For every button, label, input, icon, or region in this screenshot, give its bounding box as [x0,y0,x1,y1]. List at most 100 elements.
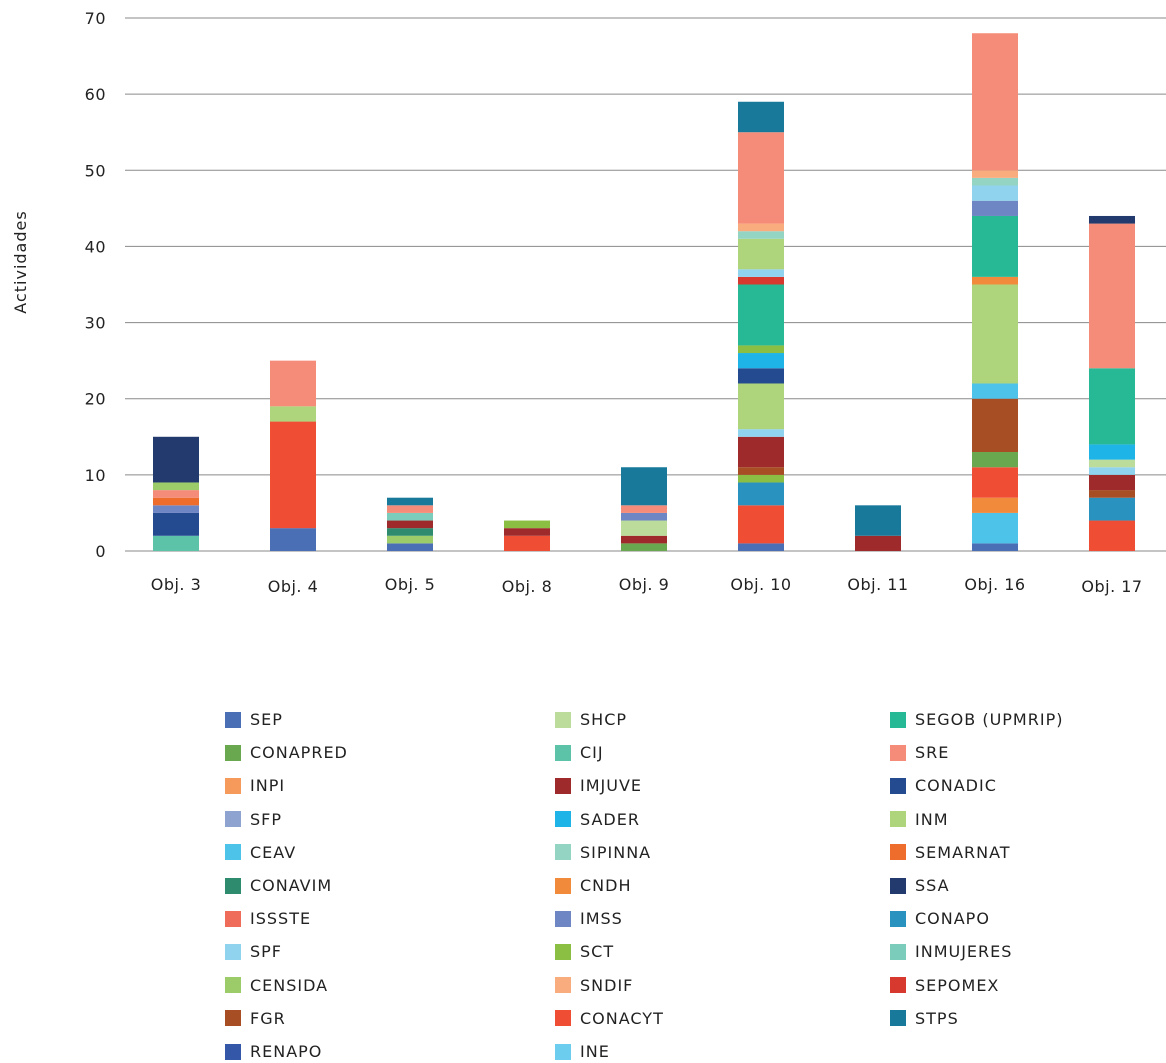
legend-swatch [555,1010,571,1027]
x-tick-label: Obj. 5 [385,575,436,594]
legend-swatch [890,877,906,894]
legend-item: SEPOMEX [890,976,999,995]
legend-item: IMJUVE [555,776,642,795]
bar-segment [270,360,316,407]
legend-swatch [890,777,906,794]
x-axis-ticks: Obj. 3 Obj. 4 Obj. 5 Obj. 8 Obj. 9 Obj. 10 Obj… [151,575,1142,596]
legend-label: INE [580,1042,610,1061]
y-tick-label: 70 [85,9,106,28]
legend-label: STPS [915,1008,959,1028]
bar-segment [738,368,784,384]
legend-item: SCT [555,942,614,961]
legend-label: SNDIF [580,975,634,995]
legend-item: CONAVIM [225,876,332,895]
legend-swatch [890,943,906,960]
legend-item: SPF [225,942,282,961]
legend-label: SADER [580,809,640,829]
legend-label: SEGOB (UPMRIP) [915,710,1064,729]
legend-label: SCT [580,942,615,962]
legend-label: IMSS [580,909,623,929]
legend-item: CENSIDA [225,976,328,995]
bar-segment [738,474,784,483]
bar-segment [972,467,1018,498]
x-tick-label: Obj. 17 [1081,577,1142,596]
legend-label: SSA [915,876,950,895]
bar-segment [972,33,1018,171]
bar-segment [972,383,1018,399]
bar-segment [387,497,433,506]
legend-swatch [555,977,571,994]
bar-segment [504,535,550,551]
bar-segment [738,231,784,239]
x-tick-label: Obj. 16 [964,575,1025,594]
legend-swatch [225,1010,241,1027]
bar-segment [1089,467,1135,475]
legend-swatch [555,1043,571,1060]
legend-item: SHCP [555,710,627,729]
bar-stack [1089,215,1135,551]
bar-segment [972,177,1018,186]
legend-item: SRE [890,743,949,762]
legend-item: RENAPO [225,1042,322,1061]
bar-stack [153,436,199,551]
bar-segment [153,490,199,498]
bar-segment [972,512,1018,544]
legend-item: INM [890,810,949,829]
legend-swatch [225,977,241,994]
bar-segment [972,497,1018,513]
bar-segment [972,185,1018,201]
bar-segment [387,528,433,536]
y-axis-ticks: 0 10 20 30 40 50 60 70 [85,9,106,561]
legend-label: SEP [250,710,283,729]
y-tick-label: 20 [85,390,106,409]
bar-segment [153,497,199,506]
legend-label: CONACYT [580,1008,664,1028]
bar-segment [972,276,1018,285]
bar-segment [621,543,667,551]
bar-segment [972,284,1018,384]
legend-swatch [225,744,241,761]
legend-swatch [225,1043,241,1060]
y-tick-label: 50 [85,161,106,180]
bar-segment [153,505,199,513]
stacked-bar-chart: 0 10 20 30 40 50 60 70 Obj. 3 Obj. 4 Obj. 5 Obj. 8… [11,9,1166,596]
bar-segment [270,528,316,551]
bar-segment [738,467,784,475]
bar-segment [621,535,667,544]
legend-label: SIPINNA [580,842,652,862]
legend-item: CONACYT [555,1009,664,1028]
legend-swatch [555,877,571,894]
bar-segment [153,482,199,491]
bar-segment [972,543,1018,551]
legend-swatch [555,711,571,728]
bar-segment [738,132,784,224]
bar-segment [738,353,784,369]
legend-item: SADER [555,810,640,829]
bar-segment [972,452,1018,468]
bar-stack [855,505,901,551]
legend-item: CEAV [225,843,296,862]
bar-segment [504,528,550,536]
bar-segment [387,512,433,521]
legend-item: INPI [225,776,285,795]
legend-swatch [225,910,241,927]
bar-segment [972,170,1018,178]
legend-label: CONAVIM [250,876,333,895]
legend-item: SSA [890,876,950,895]
bar-segment [738,345,784,354]
x-tick-label: Obj. 10 [730,575,791,594]
legend-item: CONAPO [890,909,990,928]
bar-segment [621,467,667,506]
bar-segment [738,101,784,133]
bar-stack [504,520,550,551]
legend-swatch [890,711,906,728]
bar-segment [1089,444,1135,460]
legend-swatch [890,844,906,861]
bar-segment [1089,490,1135,498]
bar-segment [738,482,784,506]
bar-segment [738,543,784,551]
legend-item: IMSS [555,909,623,928]
legend-item: INE [555,1042,610,1061]
legend-label: SEMARNAT [915,842,1011,862]
bar-segment [1089,368,1135,445]
